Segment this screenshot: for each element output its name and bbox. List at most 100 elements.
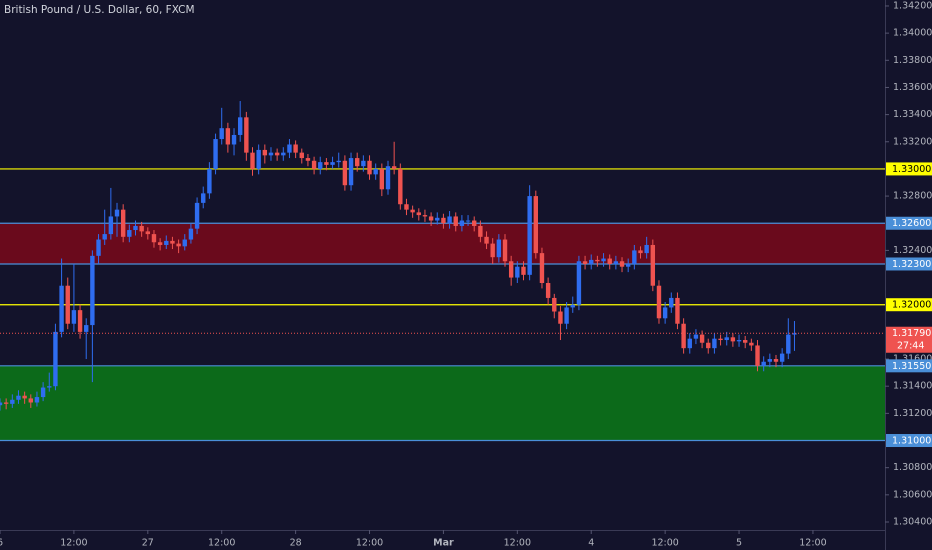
candle-body — [28, 398, 33, 403]
candle-body — [496, 239, 502, 258]
candle-body — [410, 209, 415, 213]
candle-body — [736, 340, 742, 342]
candle-body — [262, 149, 268, 156]
y-tick-label: 1.31400 — [893, 381, 932, 392]
candle-body — [59, 285, 64, 332]
candle-body — [127, 230, 132, 237]
candle-body — [712, 338, 717, 349]
candle-body — [619, 261, 625, 267]
candle-body — [539, 253, 545, 283]
candle-body — [681, 323, 686, 349]
plot-area — [0, 101, 885, 442]
candle-body — [391, 166, 397, 169]
candle-body — [71, 310, 77, 324]
candle-body — [250, 152, 255, 169]
candle-body — [40, 387, 46, 398]
candle-body — [268, 152, 274, 156]
candle-body — [355, 158, 360, 167]
candle-body — [108, 216, 114, 235]
candle-body — [490, 243, 495, 258]
candle-body — [607, 258, 612, 264]
candle-body — [786, 334, 791, 354]
candle-body — [53, 331, 58, 387]
candle-body — [576, 261, 582, 305]
x-tick-label: 12:00 — [208, 538, 235, 549]
candle-body — [706, 342, 711, 349]
candle-body — [324, 162, 329, 165]
x-tick-label: 27 — [142, 538, 154, 549]
level-badge — [886, 162, 932, 176]
candle-body — [102, 234, 107, 240]
last-price-badge — [886, 326, 932, 353]
level-badge — [886, 298, 932, 312]
candle-body — [299, 152, 304, 159]
y-tick-label: 1.33600 — [893, 82, 932, 93]
candle-body — [342, 160, 348, 186]
level-label: 1.32000 — [892, 300, 931, 311]
candle-body — [194, 202, 200, 229]
candle-body — [693, 334, 699, 339]
candle-body — [638, 250, 643, 254]
candle-body — [459, 220, 465, 226]
candle-body — [675, 297, 680, 324]
candle-body — [570, 304, 575, 308]
x-tick-label: 4 — [588, 538, 594, 549]
candle-body — [779, 353, 785, 362]
candle-body — [742, 340, 748, 343]
level-badge — [886, 434, 932, 448]
level-label: 1.32600 — [892, 218, 931, 229]
candle-body — [348, 158, 354, 186]
candle-body — [761, 361, 766, 366]
level-label: 1.32300 — [892, 259, 931, 270]
candle-body — [305, 158, 311, 161]
candle-body — [16, 395, 21, 400]
candle-body — [724, 337, 729, 341]
candle-body — [379, 168, 385, 190]
candle-body — [182, 239, 187, 247]
candle-body — [552, 297, 557, 312]
candle-body — [318, 162, 323, 169]
y-tick-label: 1.32400 — [893, 245, 932, 256]
candle-body — [84, 325, 89, 332]
candle-body — [336, 160, 341, 163]
candle-body — [170, 240, 175, 244]
candle-body — [274, 152, 280, 156]
candle-body — [515, 266, 520, 278]
countdown: 27:44 — [897, 341, 924, 352]
candle-body — [428, 216, 434, 221]
candle-body — [90, 255, 95, 326]
candle-body — [293, 144, 298, 153]
candle-body — [589, 259, 594, 264]
level-label: 1.31550 — [892, 361, 931, 372]
candle-body — [792, 333, 797, 335]
y-tick-label: 1.33400 — [893, 109, 932, 120]
candle-body — [133, 225, 138, 231]
x-tick-label: 5 — [736, 538, 742, 549]
candle-body — [244, 117, 249, 153]
chart-title: British Pound / U.S. Dollar, 60, FXCM — [4, 4, 195, 16]
candle-body — [650, 244, 656, 286]
candle-body — [231, 134, 237, 145]
candle-body — [281, 152, 286, 156]
candle-body — [256, 149, 261, 169]
x-tick-label: 12:00 — [651, 538, 678, 549]
level-label: 1.31000 — [892, 436, 931, 447]
candle-body — [422, 215, 428, 217]
candle-body — [404, 204, 409, 210]
y-tick-label: 1.31600 — [893, 354, 932, 365]
candle-body — [188, 228, 194, 240]
candle-body — [699, 334, 705, 343]
candle-body — [367, 160, 372, 175]
candle-body — [749, 342, 754, 346]
candle-body — [34, 397, 40, 403]
candle-body — [373, 168, 378, 175]
candle-body — [287, 144, 292, 153]
candle-body — [533, 196, 539, 254]
level-badge — [886, 359, 932, 373]
candle-body — [3, 402, 9, 404]
x-tick-label: 12:00 — [60, 538, 87, 549]
candle-body — [47, 386, 52, 388]
candle-body — [582, 261, 588, 264]
candle-body — [311, 160, 317, 169]
